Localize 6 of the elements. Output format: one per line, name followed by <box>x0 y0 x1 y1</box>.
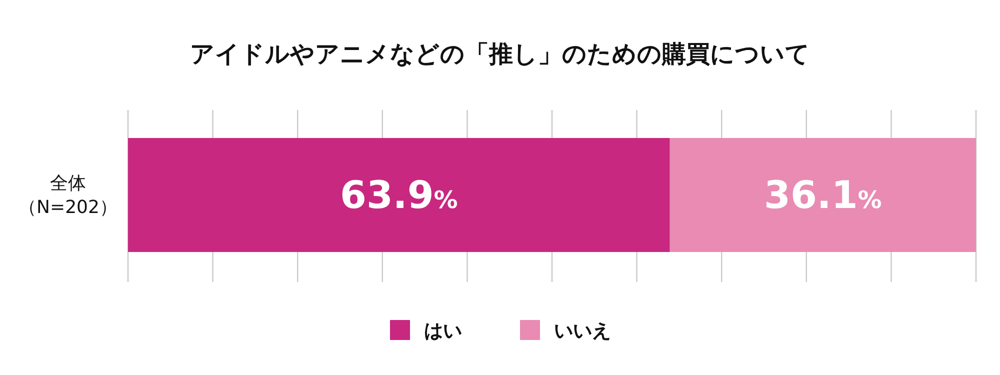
data-label: 63.9% <box>340 173 458 217</box>
data-label: 36.1% <box>764 173 882 217</box>
legend-label: いいえ <box>554 320 611 342</box>
y-tick-label: 全体（N=202） <box>18 173 118 218</box>
legend-label: はい <box>424 320 462 342</box>
chart-title: アイドルやアニメなどの「推し」のための購買について <box>190 40 810 68</box>
